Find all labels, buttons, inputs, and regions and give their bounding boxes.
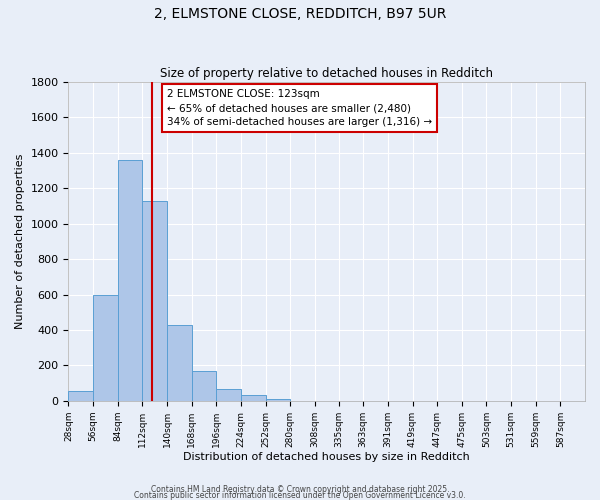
Bar: [191, 370, 216, 401]
Bar: [167, 324, 191, 401]
Bar: [216, 390, 241, 401]
Bar: [68, 391, 93, 401]
Text: 2 ELMSTONE CLOSE: 123sqm
← 65% of detached houses are smaller (2,480)
34% of sem: 2 ELMSTONE CLOSE: 123sqm ← 65% of detach…: [167, 89, 432, 127]
X-axis label: Distribution of detached houses by size in Redditch: Distribution of detached houses by size …: [184, 452, 470, 462]
Text: 2, ELMSTONE CLOSE, REDDITCH, B97 5UR: 2, ELMSTONE CLOSE, REDDITCH, B97 5UR: [154, 8, 446, 22]
Bar: [241, 394, 266, 401]
Bar: [93, 294, 118, 401]
Bar: [118, 160, 142, 401]
Bar: [266, 399, 290, 401]
Text: Contains public sector information licensed under the Open Government Licence v3: Contains public sector information licen…: [134, 490, 466, 500]
Bar: [142, 200, 167, 401]
Y-axis label: Number of detached properties: Number of detached properties: [15, 154, 25, 329]
Title: Size of property relative to detached houses in Redditch: Size of property relative to detached ho…: [160, 66, 493, 80]
Text: Contains HM Land Registry data © Crown copyright and database right 2025.: Contains HM Land Registry data © Crown c…: [151, 484, 449, 494]
